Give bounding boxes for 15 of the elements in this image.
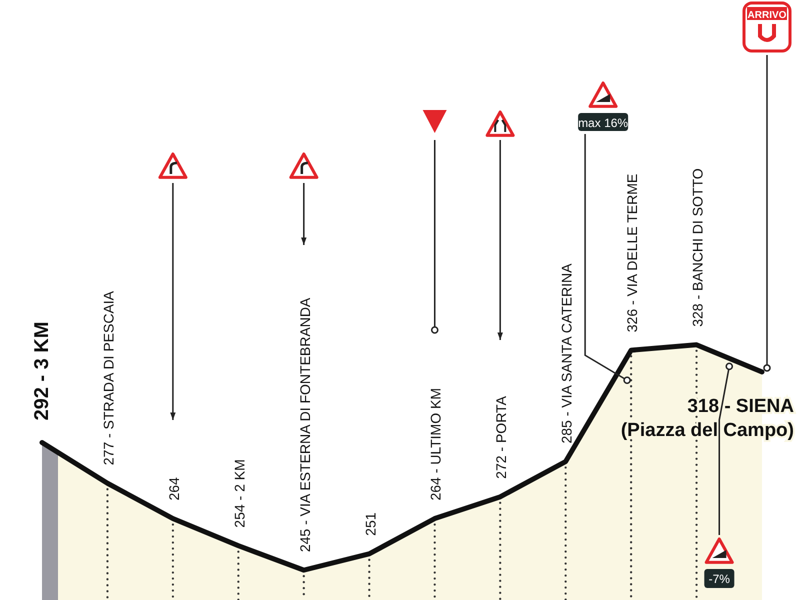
data-label: 328 - BANCHI DI SOTTO [690, 168, 706, 327]
data-label: 245 - VIA ESTERNA DI FONTEBRANDA [296, 297, 313, 552]
data-label: 326 - VIA DELLE TERME [624, 174, 640, 332]
annotation: -7% [708, 572, 730, 586]
data-label: 285 - VIA SANTA CATERINA [558, 262, 575, 444]
data-label: 272 - PORTA [493, 395, 510, 479]
data-label: 277 - STRADA DI PESCAIA [100, 290, 116, 466]
annotation: ARRIVO [748, 10, 787, 21]
data-label: 264 [166, 476, 182, 501]
annotation: max 16% [578, 116, 628, 130]
data-label: 264 - ULTIMO KM [428, 388, 444, 501]
data-label: 292 - 3 KM [31, 322, 53, 421]
data-label: 251 [362, 512, 378, 536]
data-label: 254 - 2 KM [231, 459, 248, 528]
data-label: 318 - SIENA (Piazza del Campo) [620, 396, 794, 441]
